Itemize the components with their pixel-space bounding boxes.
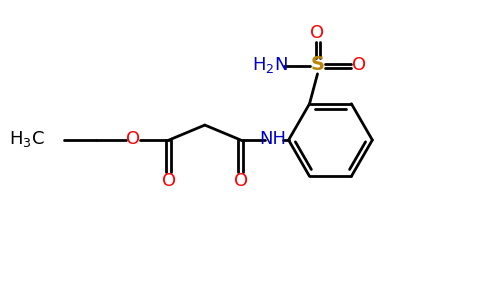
Text: O: O [162,172,176,190]
Text: O: O [310,24,325,42]
Text: O: O [126,130,140,148]
Text: S: S [311,56,324,74]
Text: NH: NH [259,130,286,148]
Text: H$_3$C: H$_3$C [9,129,45,149]
Text: O: O [234,172,248,190]
Text: O: O [352,56,366,74]
Text: H$_2$N: H$_2$N [252,55,287,75]
